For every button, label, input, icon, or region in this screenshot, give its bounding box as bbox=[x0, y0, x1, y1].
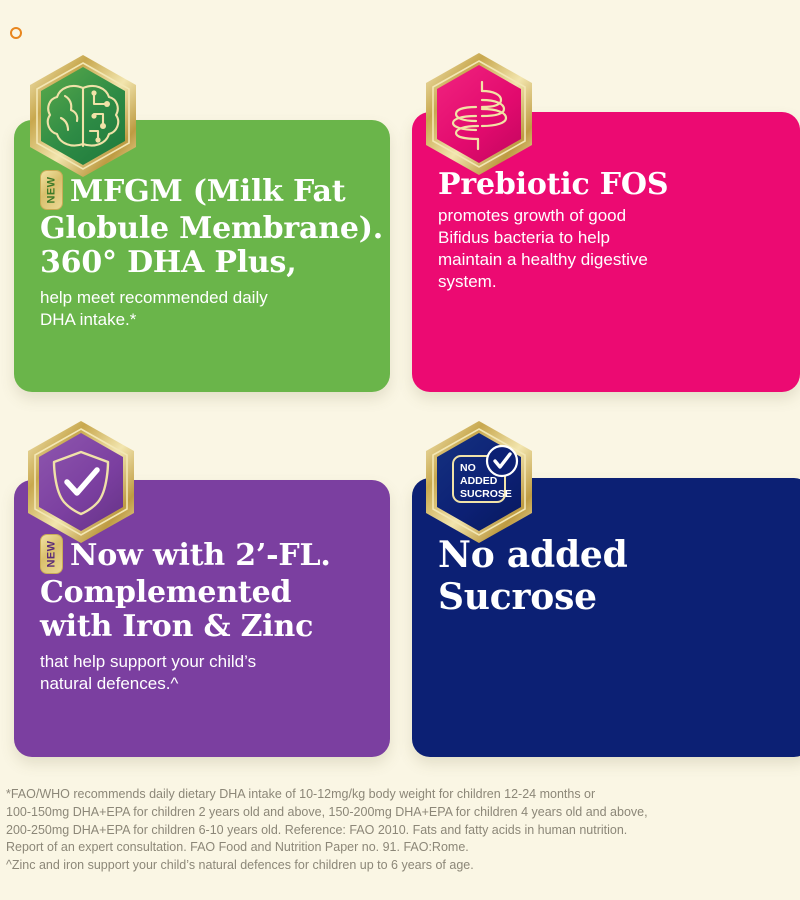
headline-line-1: MFGM (Milk Fat bbox=[70, 173, 346, 209]
card-headline-2fl-iron-zinc: NEW Now with 2’-FL. Complemented with Ir… bbox=[40, 534, 364, 645]
body-line-2: natural defences.^ bbox=[40, 674, 179, 694]
card-content-no-added-sucrose: No added Sucrose bbox=[412, 478, 800, 757]
icon-text-line-1: NO bbox=[460, 462, 476, 474]
headline-line-1: Prebiotic FOS bbox=[438, 167, 669, 202]
new-badge-label: NEW bbox=[45, 176, 57, 204]
footnote-line-4: Report of an expert consultation. FAO Fo… bbox=[6, 840, 469, 855]
new-badge-2fl: NEW bbox=[40, 534, 63, 574]
card-content-2fl-iron-zinc: NEW Now with 2’-FL. Complemented with Ir… bbox=[14, 480, 390, 757]
orange-ring-decor bbox=[10, 27, 22, 39]
benefit-card-mfgm[interactable]: NEW MFGM (Milk Fat Globule Membrane). 36… bbox=[14, 55, 390, 392]
footnote-line-5: ^Zinc and iron support your child’s natu… bbox=[6, 858, 474, 872]
benefit-card-no-added-sucrose[interactable]: NO ADDED SUCROSE No added Sucrose bbox=[412, 421, 800, 757]
new-badge-label: NEW bbox=[45, 540, 57, 568]
card-body-2fl-iron-zinc: that help support your child’s natural d… bbox=[40, 651, 364, 695]
body-line-4: system. bbox=[438, 271, 497, 291]
card-headline-no-added-sucrose: No added Sucrose bbox=[438, 534, 786, 619]
footnote-line-3: 200-250mg DHA+EPA for children 6-10 year… bbox=[6, 822, 628, 837]
new-badge-mfgm: NEW bbox=[40, 170, 63, 210]
headline-first-line-with-badge: NEW MFGM (Milk Fat bbox=[40, 170, 364, 212]
headline-line-2: Complemented bbox=[40, 575, 292, 610]
footnote-line-1: *FAO/WHO recommends daily dietary DHA in… bbox=[6, 787, 596, 801]
benefit-card-prebiotic-fos[interactable]: Prebiotic FOS promotes growth of good Bi… bbox=[412, 53, 800, 392]
card-headline-prebiotic-fos: Prebiotic FOS bbox=[438, 168, 774, 202]
body-line-3: maintain a healthy digestive bbox=[438, 249, 648, 269]
headline-line-1: No added bbox=[438, 534, 628, 576]
headline-first-line-with-badge: NEW Now with 2’-FL. bbox=[40, 534, 364, 576]
card-body-mfgm: help meet recommended daily DHA intake.* bbox=[40, 287, 364, 331]
body-line-1: help meet recommended daily bbox=[40, 288, 268, 308]
body-line-1: promotes growth of good bbox=[438, 205, 627, 225]
headline-line-3: 360° DHA Plus, bbox=[40, 245, 297, 281]
footnote-block: *FAO/WHO recommends daily dietary DHA in… bbox=[0, 786, 800, 875]
footnote-line-2: 100-150mg DHA+EPA for children 2 years o… bbox=[6, 804, 648, 819]
body-line-2: DHA intake.* bbox=[40, 310, 137, 330]
card-headline-mfgm: NEW MFGM (Milk Fat Globule Membrane). 36… bbox=[40, 170, 383, 281]
card-body-prebiotic-fos: promotes growth of good Bifidus bacteria… bbox=[438, 205, 774, 293]
benefit-card-grid: NEW MFGM (Milk Fat Globule Membrane). 36… bbox=[14, 53, 800, 757]
headline-line-3: with Iron & Zinc bbox=[40, 609, 314, 645]
body-line-1: that help support your child’s bbox=[40, 652, 257, 672]
headline-line-2: Globule Membrane). bbox=[40, 211, 383, 246]
card-content-prebiotic-fos: Prebiotic FOS promotes growth of good Bi… bbox=[412, 112, 800, 392]
body-line-2: Bifidus bacteria to help bbox=[438, 227, 610, 247]
headline-line-2: Sucrose bbox=[438, 576, 597, 619]
headline-line-1: Now with 2’-FL. bbox=[70, 537, 331, 573]
card-content-mfgm: NEW MFGM (Milk Fat Globule Membrane). 36… bbox=[14, 120, 390, 392]
benefit-card-2fl-iron-zinc[interactable]: NEW Now with 2’-FL. Complemented with Ir… bbox=[14, 421, 390, 757]
